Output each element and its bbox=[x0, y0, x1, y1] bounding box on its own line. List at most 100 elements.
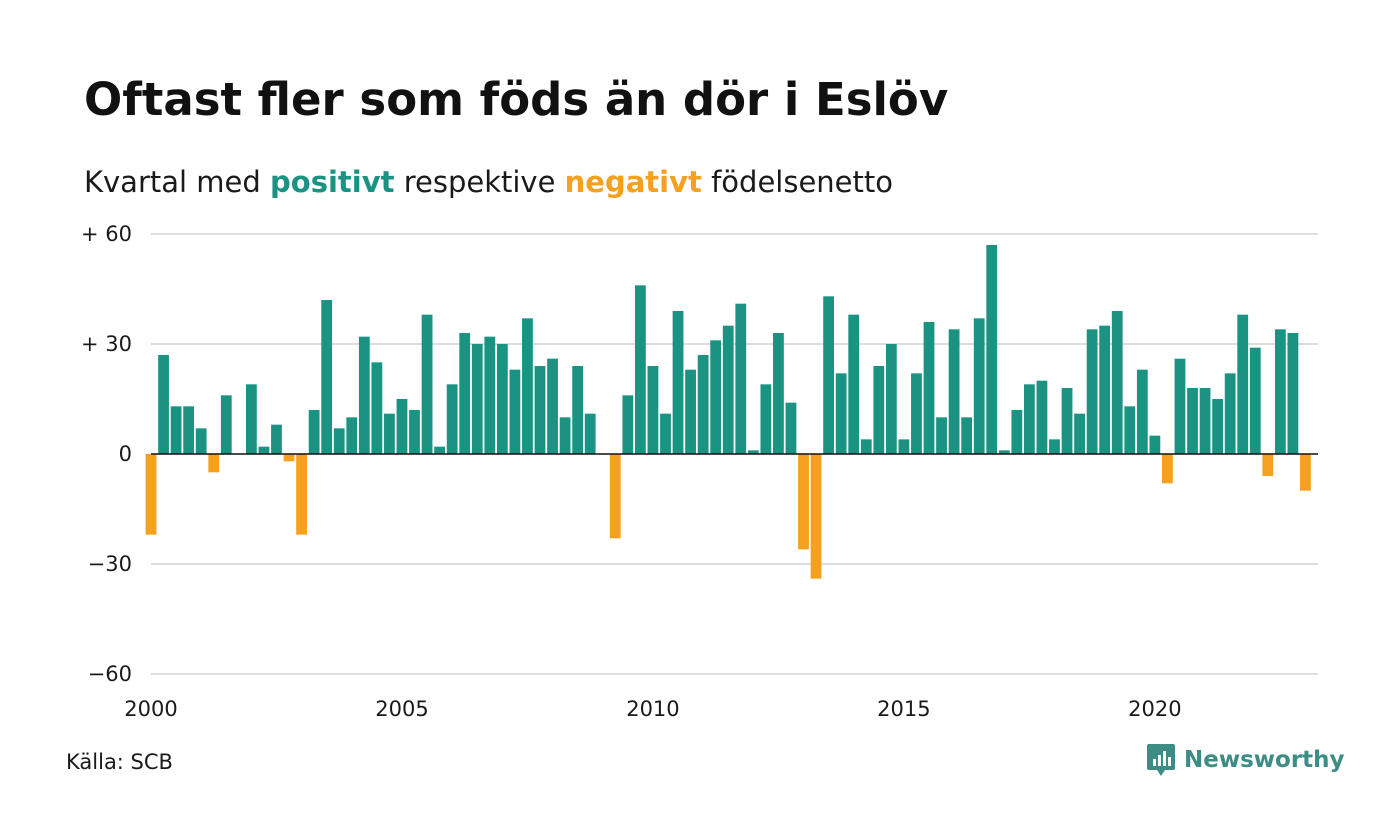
bar-positive bbox=[948, 329, 960, 454]
x-tick-label: 2020 bbox=[1128, 697, 1181, 721]
bar-positive bbox=[835, 373, 847, 454]
logo-text: Newsworthy bbox=[1184, 747, 1345, 773]
bar-positive bbox=[923, 322, 935, 454]
bar-positive bbox=[245, 384, 257, 454]
chart-title: Oftast fler som föds än dör i Eslöv bbox=[84, 73, 949, 126]
bar-positive bbox=[321, 300, 333, 454]
subtitle-positive-word: positivt bbox=[270, 165, 395, 199]
bar-positive bbox=[547, 358, 558, 454]
subtitle-middle: respektive bbox=[403, 165, 556, 199]
bar-negative bbox=[1300, 454, 1311, 491]
bar-positive bbox=[522, 318, 533, 454]
bar-negative bbox=[1162, 454, 1173, 484]
bar-positive bbox=[1086, 329, 1098, 454]
bar-positive bbox=[1061, 388, 1073, 454]
subtitle-negative-word: negativt bbox=[564, 165, 702, 199]
bar-positive bbox=[1237, 314, 1249, 454]
bar-positive bbox=[1099, 325, 1111, 454]
bar-positive bbox=[271, 424, 282, 454]
bar-positive bbox=[471, 344, 483, 454]
bar-positive bbox=[434, 446, 446, 454]
bar-positive bbox=[559, 417, 571, 454]
bar-positive bbox=[760, 384, 772, 454]
newsworthy-logo: Newsworthy bbox=[1146, 742, 1345, 778]
bar-negative bbox=[208, 454, 220, 473]
bar-positive bbox=[1074, 413, 1085, 454]
bar-positive bbox=[1212, 399, 1224, 454]
bar-positive bbox=[509, 369, 521, 454]
bar-positive bbox=[773, 333, 784, 454]
bar-positive bbox=[220, 395, 232, 454]
bar-positive bbox=[183, 406, 195, 454]
bar-positive bbox=[1124, 406, 1136, 454]
bar-positive bbox=[660, 413, 671, 454]
bar-positive bbox=[484, 336, 496, 454]
bar-positive bbox=[358, 336, 370, 454]
bar-positive bbox=[421, 314, 433, 454]
bar-positive bbox=[346, 417, 358, 454]
bar-positive bbox=[1224, 373, 1236, 454]
bar-positive bbox=[1023, 384, 1035, 454]
bar-positive bbox=[986, 245, 998, 454]
bar-negative bbox=[609, 454, 621, 539]
bar-positive bbox=[371, 362, 383, 454]
bar-positive bbox=[672, 311, 684, 454]
bar-positive bbox=[1111, 311, 1123, 454]
bar-positive bbox=[885, 344, 897, 454]
bar-positive bbox=[973, 318, 985, 454]
y-tick-label: 0 bbox=[119, 442, 132, 466]
y-tick-label: + 60 bbox=[81, 222, 132, 246]
bar-positive bbox=[308, 410, 320, 454]
bar-positive bbox=[584, 413, 596, 454]
bar-positive bbox=[961, 417, 973, 454]
x-tick-label: 2015 bbox=[877, 697, 930, 721]
bar-positive bbox=[446, 384, 458, 454]
bar-positive bbox=[1274, 329, 1286, 454]
y-tick-label: −30 bbox=[88, 552, 132, 576]
source-label: Källa: SCB bbox=[66, 750, 173, 774]
y-tick-label: −60 bbox=[88, 662, 132, 686]
bar-positive bbox=[459, 333, 471, 454]
bar-positive bbox=[622, 395, 634, 454]
bar-negative bbox=[1262, 454, 1274, 476]
bar-positive bbox=[747, 450, 759, 454]
bar-positive bbox=[170, 406, 182, 454]
bar-positive bbox=[911, 373, 922, 454]
bar-positive bbox=[710, 340, 722, 454]
bar-positive bbox=[1036, 380, 1048, 454]
bar-positive bbox=[1149, 435, 1161, 454]
bar-positive bbox=[384, 413, 395, 454]
bar-negative bbox=[798, 454, 809, 550]
bar-positive bbox=[936, 417, 947, 454]
bar-positive bbox=[1049, 439, 1060, 454]
newsworthy-logo-icon bbox=[1147, 744, 1175, 776]
bar-positive bbox=[634, 285, 646, 454]
bar-positive bbox=[333, 428, 345, 454]
bar-positive bbox=[534, 366, 546, 454]
bar-positive bbox=[785, 402, 797, 454]
bar-positive bbox=[396, 399, 408, 454]
subtitle-prefix: Kvartal med bbox=[84, 165, 261, 199]
bar-positive bbox=[496, 344, 508, 454]
bar-positive bbox=[823, 296, 835, 454]
bar-positive bbox=[1174, 358, 1186, 454]
bar-negative bbox=[145, 454, 157, 535]
bar-positive bbox=[873, 366, 885, 454]
x-tick-label: 2005 bbox=[375, 697, 428, 721]
subtitle-suffix: födelsenetto bbox=[711, 165, 893, 199]
bar-positive bbox=[1136, 369, 1148, 454]
bar-positive bbox=[572, 366, 584, 454]
bar-positive bbox=[685, 369, 696, 454]
bar-positive bbox=[1199, 388, 1211, 454]
bar-positive bbox=[1187, 388, 1198, 454]
bar-negative bbox=[810, 454, 822, 579]
bar-positive bbox=[1287, 333, 1299, 454]
bar-positive bbox=[860, 439, 872, 454]
bar-chart: + 60 + 30 0 −30 −60 2000 2005 2010 2015 2020 bbox=[81, 222, 1318, 721]
bar-positive bbox=[722, 325, 734, 454]
bar-positive bbox=[409, 410, 420, 454]
bar-positive bbox=[735, 303, 747, 454]
bar-positive bbox=[998, 450, 1010, 454]
y-tick-label: + 30 bbox=[81, 332, 132, 356]
bar-positive bbox=[848, 314, 860, 454]
